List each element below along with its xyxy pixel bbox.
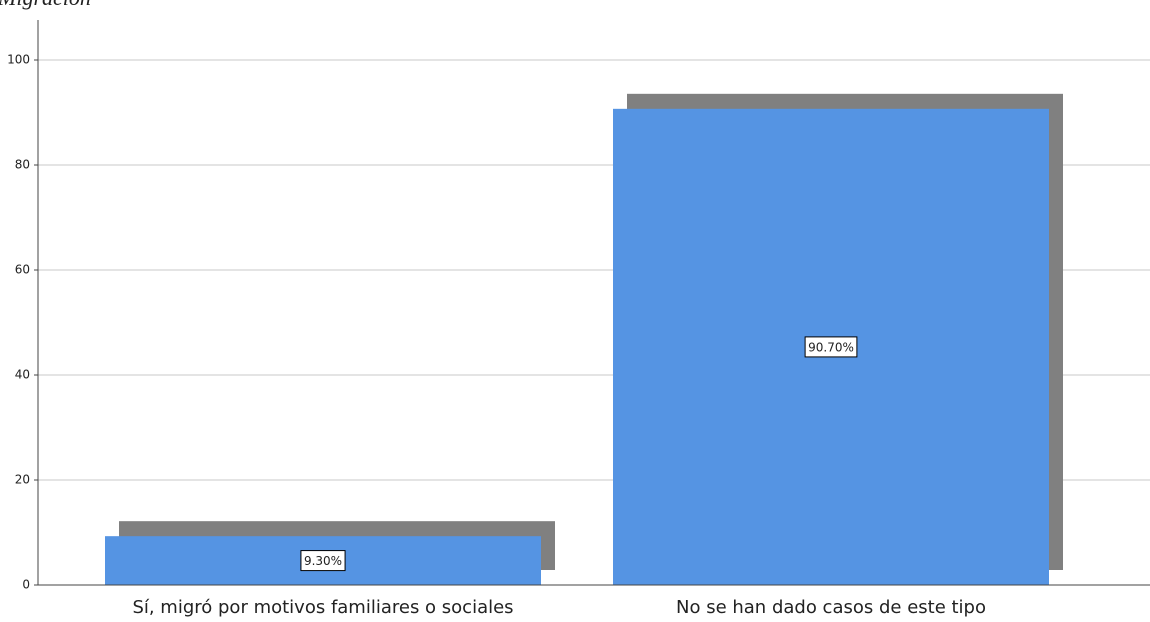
y-tick-label: 40	[15, 368, 30, 382]
x-tick-label: Sí, migró por motivos familiares o socia…	[132, 597, 513, 618]
value-label-box	[300, 550, 346, 572]
y-tick-label: 60	[15, 263, 30, 277]
value-label-box	[804, 336, 858, 358]
value-label: 90.70%	[808, 340, 854, 354]
x-tick-label: No se han dado casos de este tipo	[676, 597, 986, 618]
y-tick-label: 20	[15, 473, 30, 487]
y-tick-label: 80	[15, 158, 30, 172]
chart-title: Migración	[0, 0, 91, 10]
y-tick-label: 100	[7, 53, 30, 67]
y-tick-label: 0	[22, 578, 30, 592]
value-label: 9.30%	[304, 554, 342, 568]
